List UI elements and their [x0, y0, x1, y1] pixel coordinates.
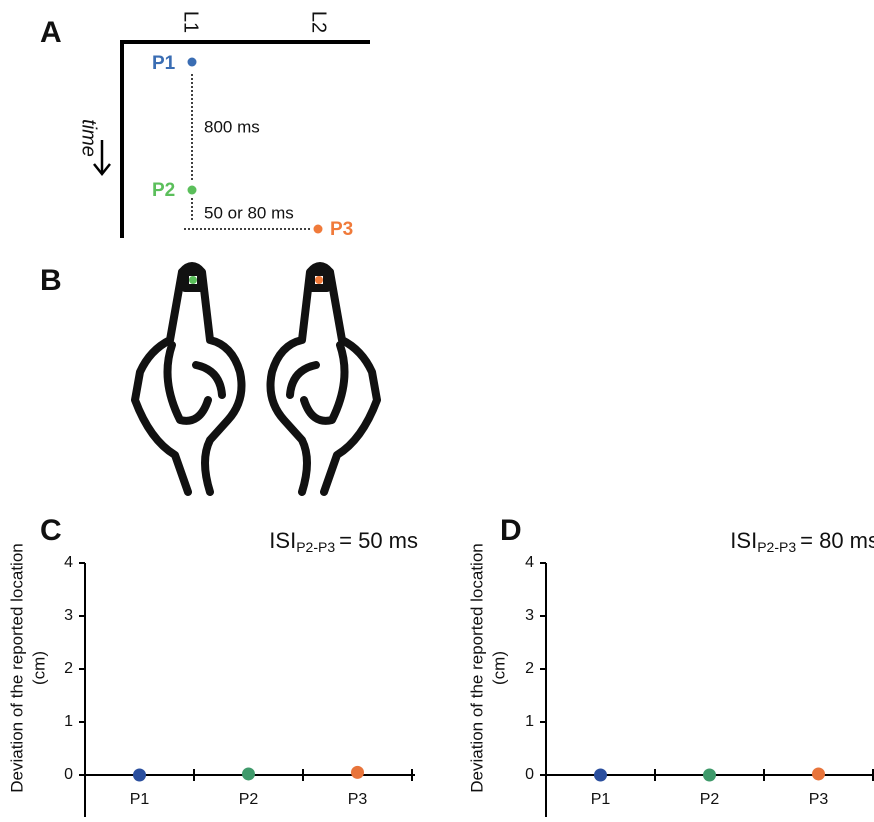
stimulus-dot [189, 276, 197, 284]
data-point [133, 768, 146, 782]
data-point [594, 768, 607, 782]
time-arrow [93, 163, 111, 177]
title-rest: = 50 ms [339, 528, 418, 553]
location-label: L1 [180, 11, 202, 33]
y-tick-label: 1 [525, 713, 534, 730]
chart-title: ISIP2-P3 = 50 ms [269, 528, 418, 555]
y-tick-label: 1 [64, 713, 73, 730]
y-axis-label: (cm) [489, 651, 508, 685]
x-tick-label: P3 [809, 791, 829, 808]
title-subscript: P2-P3 [757, 539, 796, 555]
point-label: P3 [330, 219, 353, 240]
stimulus-dot [313, 224, 323, 234]
panel-letter: A [40, 16, 62, 49]
y-tick-label: 2 [525, 660, 534, 677]
y-tick-label: 4 [64, 554, 73, 571]
chart-title: ISIP2-P3 = 80 ms [730, 528, 874, 555]
location-label: L2 [308, 11, 330, 33]
interval-label: 800 ms [204, 117, 260, 136]
point-label: P2 [152, 180, 175, 201]
x-tick-label: P2 [239, 791, 259, 808]
title-rest: = 80 ms [800, 528, 874, 553]
x-tick-label: P3 [348, 791, 368, 808]
y-tick-label: 3 [64, 607, 73, 624]
hand-right [266, 262, 381, 496]
y-axis-label: Deviation of the reported location [7, 543, 26, 793]
x-tick-label: P2 [700, 791, 720, 808]
title-main: ISI [269, 528, 296, 553]
x-tick-label: P1 [130, 791, 150, 808]
data-point [812, 767, 825, 781]
stimulus-dot [187, 57, 197, 67]
time-label: time [78, 119, 100, 157]
y-tick-label: 3 [525, 607, 534, 624]
y-tick-label: 0 [64, 766, 73, 783]
point-label: P1 [152, 53, 176, 74]
title-subscript: P2-P3 [296, 539, 335, 555]
stimulus-dot [315, 276, 323, 284]
data-point [703, 768, 716, 782]
y-axis-label: Deviation of the reported location [467, 543, 486, 793]
y-tick-label: 0 [525, 766, 534, 783]
hand-left [131, 262, 246, 496]
y-tick-label: 2 [64, 660, 73, 677]
data-point [242, 767, 255, 781]
panel-letter: D [500, 514, 522, 547]
panel-letter: C [40, 514, 62, 547]
stimulus-dot [187, 185, 197, 195]
y-tick-label: 4 [525, 554, 534, 571]
x-tick-label: P1 [591, 791, 611, 808]
interval-label: 50 or 80 ms [204, 203, 294, 222]
y-axis-label: (cm) [29, 651, 48, 685]
title-main: ISI [730, 528, 757, 553]
data-point [351, 765, 364, 779]
panel-letter: B [40, 264, 62, 297]
